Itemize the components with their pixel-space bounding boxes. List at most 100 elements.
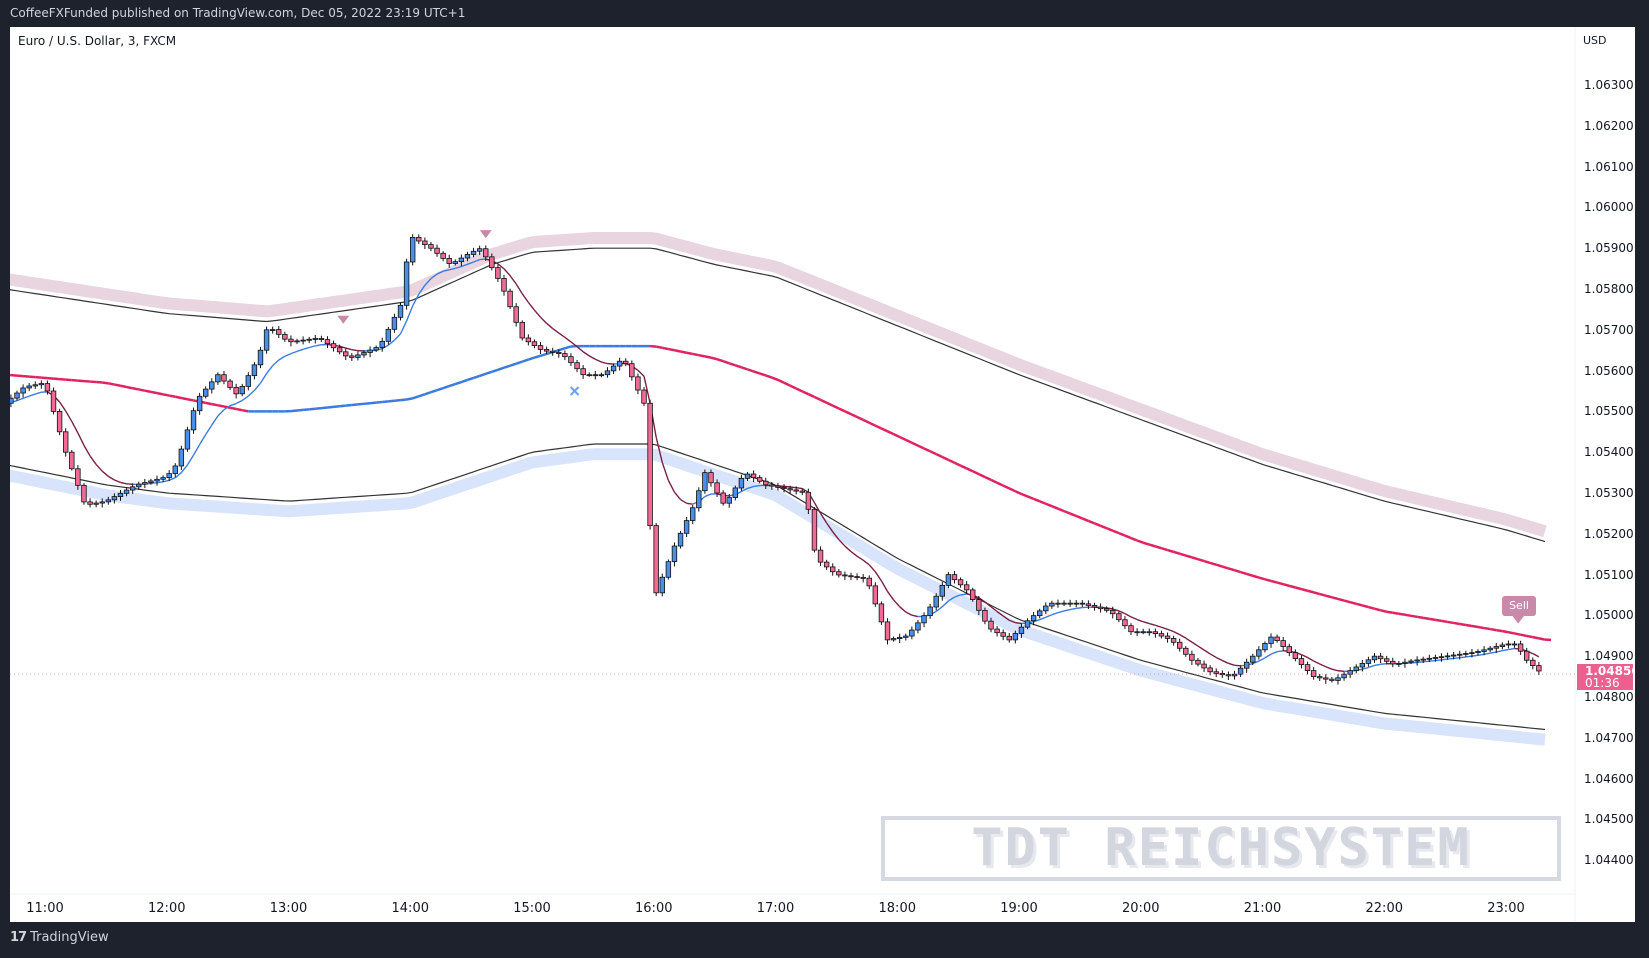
moving-average-segment <box>844 410 852 416</box>
moving-average-segment <box>1234 569 1241 574</box>
moving-average-segment <box>886 430 895 436</box>
fast-line-segment <box>1252 660 1260 665</box>
candle-body <box>464 254 471 259</box>
moving-average-segment <box>874 424 882 430</box>
candle-body <box>81 484 87 503</box>
moving-average-segment <box>1209 561 1217 566</box>
moving-average-segment <box>1014 490 1022 496</box>
fast-line-segment <box>868 564 876 573</box>
candle-body <box>878 603 885 623</box>
candle-body <box>44 383 51 392</box>
candle-body <box>1006 635 1012 641</box>
fast-line-segment <box>1136 618 1144 623</box>
moving-average-segment <box>1508 630 1515 635</box>
chart-panel[interactable] <box>10 27 1635 922</box>
fast-line-segment <box>65 410 73 422</box>
fast-line-segment <box>576 346 584 353</box>
candle-body <box>1225 674 1232 677</box>
moving-average-segment <box>935 453 943 459</box>
fast-line-segment <box>1277 650 1284 653</box>
moving-average-segment <box>120 384 127 389</box>
price-tick: 1.06100 <box>1584 159 1634 174</box>
moving-average-segment <box>1429 617 1436 622</box>
fast-line-segment <box>497 263 505 270</box>
moving-average-segment <box>710 356 718 361</box>
moving-average-segment <box>1185 554 1193 559</box>
fast-line-segment <box>1380 663 1387 665</box>
fast-line-segment <box>71 421 79 434</box>
moving-average-segment <box>388 399 395 403</box>
symbol-title[interactable]: Euro / U.S. Dollar, 3, FXCM <box>18 34 177 48</box>
moving-average-segment <box>1240 570 1248 576</box>
moving-average-segment <box>479 372 487 378</box>
fast-line-segment <box>661 462 670 481</box>
fast-line-segment <box>1307 656 1314 662</box>
fast-line-segment <box>704 493 712 498</box>
moving-average-segment <box>1435 618 1442 623</box>
moving-average-segment <box>1148 543 1156 548</box>
candle-body <box>367 349 373 353</box>
fast-line-segment <box>819 513 828 524</box>
candle-body <box>269 329 276 331</box>
candle-body <box>1061 602 1067 605</box>
moving-average-segment <box>953 461 962 467</box>
fast-line-segment <box>1142 621 1150 625</box>
moving-average-segment <box>309 407 316 411</box>
moving-average-segment <box>1386 610 1393 614</box>
candle-body <box>239 386 245 395</box>
moving-average-segment <box>467 376 474 382</box>
candle-body <box>629 363 635 378</box>
fast-line-segment <box>192 444 201 456</box>
candle-body <box>1110 609 1116 615</box>
candle-body <box>1383 658 1390 662</box>
price-tick: 1.05200 <box>1584 526 1634 541</box>
fast-line-segment <box>351 349 359 352</box>
moving-average-segment <box>1319 592 1327 597</box>
fast-line-segment <box>266 365 274 374</box>
fast-line-segment <box>540 316 548 324</box>
candle-body <box>69 451 75 470</box>
candle-body <box>1511 643 1518 646</box>
fast-line-segment <box>1313 660 1321 665</box>
moving-average-segment <box>1063 509 1071 515</box>
fast-line-segment <box>302 346 310 350</box>
fast-line-segment <box>832 531 840 540</box>
fast-line-segment <box>911 614 919 618</box>
moving-average-segment <box>1496 628 1503 633</box>
fast-line-segment <box>905 611 913 616</box>
fast-line-segment <box>168 477 176 481</box>
moving-average-segment <box>1075 514 1083 520</box>
moving-average-segment <box>734 364 742 369</box>
moving-average-segment <box>807 393 815 399</box>
candle-body <box>1128 625 1134 633</box>
candle-body <box>458 257 465 263</box>
candle-body <box>300 339 306 342</box>
moving-average-segment <box>668 347 675 352</box>
candle-body <box>659 576 665 594</box>
moving-average-segment <box>777 378 785 384</box>
moving-average-segment <box>832 404 840 410</box>
time-tick: 21:00 <box>1243 901 1282 916</box>
moving-average-segment <box>412 395 420 400</box>
fast-line-segment <box>521 293 529 303</box>
moving-average-segment <box>929 450 937 456</box>
candle-body <box>440 252 446 259</box>
candle-body <box>276 329 282 335</box>
candle-body <box>1067 602 1073 605</box>
candle-body <box>1036 610 1043 617</box>
candle-body <box>1517 643 1524 652</box>
candle-body <box>775 485 781 488</box>
fast-line-segment <box>941 600 949 608</box>
fast-line-segment <box>862 559 870 566</box>
fast-line-segment <box>1447 657 1454 660</box>
moving-average-segment <box>1252 574 1260 579</box>
fast-line-segment <box>1045 614 1053 618</box>
moving-average-segment <box>1203 559 1211 565</box>
fast-line-segment <box>1191 641 1199 647</box>
moving-average-segment <box>144 389 152 394</box>
moving-average-segment <box>394 398 401 402</box>
fast-line-segment <box>150 481 158 485</box>
tradingview-brand[interactable]: 17 TradingView <box>10 930 109 945</box>
candle-body <box>1310 670 1317 677</box>
